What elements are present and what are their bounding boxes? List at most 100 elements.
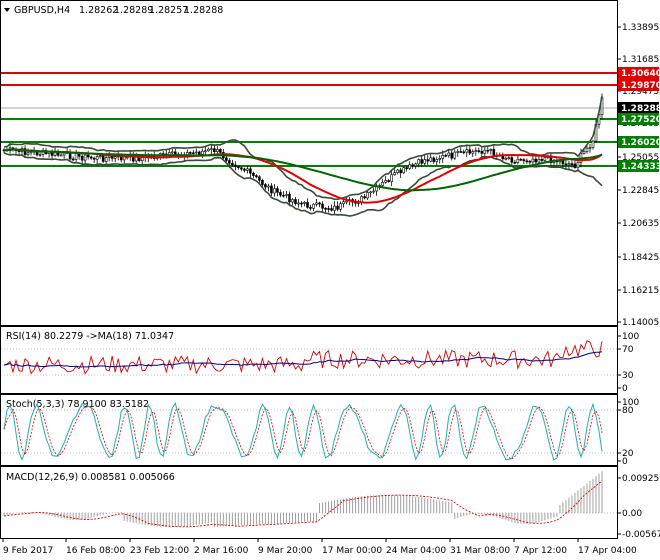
candle-body — [564, 163, 568, 166]
candle-body — [429, 157, 433, 162]
candle-body — [122, 156, 126, 161]
macd-axis-label: -0.005674 — [622, 530, 660, 540]
candle-body — [192, 152, 195, 155]
rsi-ma-line — [3, 351, 603, 368]
price-axis-label: 1.22845 — [622, 186, 659, 196]
level-tag-box — [618, 79, 659, 91]
candle-body — [330, 208, 333, 211]
candle-body — [216, 149, 219, 153]
candle-body — [309, 207, 312, 209]
candle-body — [264, 184, 267, 188]
price-axis-label: 1.29475 — [622, 87, 659, 97]
candle-body — [261, 179, 264, 185]
candle-body — [450, 152, 454, 159]
candle-body — [98, 155, 102, 157]
candle-body — [231, 162, 234, 166]
level-tag-value: 1.28288 — [621, 104, 660, 114]
candle-body — [297, 202, 300, 205]
candle-body — [462, 151, 466, 154]
stoch-axis-label: 100 — [622, 398, 639, 408]
candle-body — [279, 192, 282, 196]
candle-body — [474, 150, 478, 152]
candle-body — [104, 157, 108, 162]
chart-header-open: 1.28262 — [79, 5, 118, 16]
stoch-main-line — [3, 402, 603, 462]
candle-body — [408, 164, 411, 169]
candle-body — [204, 150, 207, 153]
time-axis-label: 17 Apr 04:00 — [578, 546, 637, 556]
time-axis-label: 16 Feb 08:00 — [66, 546, 125, 556]
candle-body — [29, 151, 33, 154]
dropdown-triangle-icon[interactable] — [4, 8, 10, 12]
candle-body — [59, 154, 63, 157]
candle-body — [306, 202, 309, 208]
candle-body — [89, 156, 93, 159]
price-axis-label: 1.20635 — [622, 219, 659, 229]
candle-body — [237, 166, 240, 169]
price-axis-label: 1.25055 — [622, 153, 659, 163]
stoch-axis-label: 0 — [622, 457, 628, 467]
candle-body — [324, 207, 327, 210]
candle-body — [456, 151, 460, 153]
level-lines — [1, 72, 617, 167]
candle-body — [101, 155, 105, 162]
candle-body — [318, 202, 321, 205]
candle-body — [414, 163, 417, 167]
rsi-axis-label: 100 — [622, 332, 639, 342]
candle-body — [195, 151, 198, 154]
candle-body — [567, 163, 571, 166]
level-tag-box — [618, 136, 659, 148]
candle-body — [140, 157, 144, 161]
stoch-axis-label: 20 — [622, 449, 634, 459]
level-tag-value: 1.27520 — [621, 115, 660, 125]
moving-average-green — [3, 148, 603, 192]
candle-body — [390, 174, 393, 182]
candle-body — [540, 159, 544, 161]
candle-body — [249, 168, 252, 174]
rsi-line — [3, 340, 603, 375]
bollinger-upper — [3, 95, 603, 201]
macd-title: MACD(12,26,9) 0.008581 0.005066 — [6, 472, 175, 483]
candle-body — [453, 151, 457, 159]
candle-body — [333, 205, 336, 211]
level-tag-value: 1.24333 — [621, 162, 660, 172]
candle-body — [510, 157, 514, 163]
level-tag-box — [618, 113, 659, 125]
candle-body — [243, 168, 246, 171]
macd-histogram — [3, 471, 603, 527]
candle-body — [258, 176, 261, 181]
candle-body — [270, 185, 273, 194]
candle-body — [219, 149, 222, 153]
candle-body — [591, 140, 595, 148]
candle-body — [432, 157, 436, 162]
candle-body — [252, 172, 255, 176]
candle-body — [561, 160, 565, 165]
time-axis-label: 31 Mar 08:00 — [450, 546, 510, 556]
level-tag-value: 1.26020 — [621, 138, 660, 148]
candle-body — [303, 202, 306, 204]
price-axis-label: 1.31685 — [622, 55, 659, 65]
candle-body — [363, 196, 366, 199]
candle-body — [543, 157, 547, 161]
candle-body — [531, 158, 535, 163]
candle-body — [170, 151, 174, 154]
candle-body — [381, 182, 384, 186]
candle-body — [405, 167, 408, 169]
candle-body — [113, 156, 117, 159]
time-axis-label: 17 Mar 00:00 — [322, 546, 382, 556]
candle-body — [207, 148, 210, 152]
candle-body — [345, 200, 348, 203]
candle-body — [417, 159, 420, 165]
candle-body — [423, 159, 427, 164]
candle-body — [402, 167, 405, 174]
chart-header-high: 1.28289 — [114, 5, 153, 16]
candle-body — [62, 152, 66, 156]
candle-body — [273, 188, 276, 194]
candle-body — [504, 157, 508, 160]
candle-body — [465, 149, 469, 153]
time-axis-label: 9 Mar 20:00 — [258, 546, 313, 556]
level-tag-box — [618, 160, 659, 172]
